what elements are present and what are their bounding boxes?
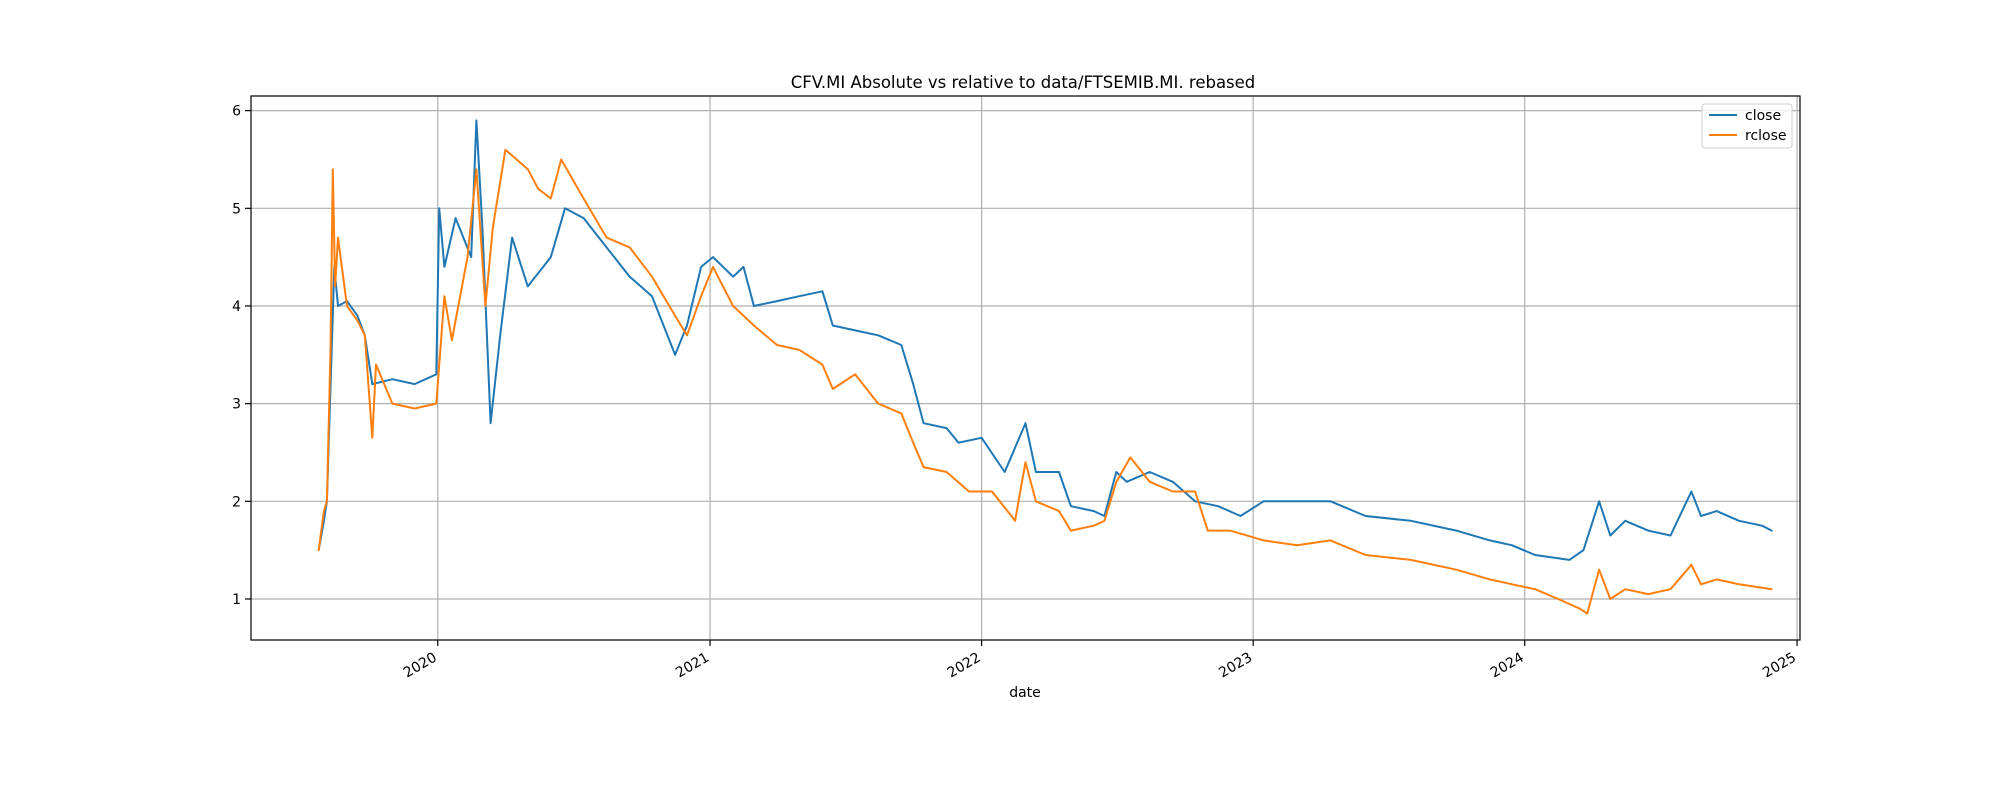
y-tick-label: 4 (232, 299, 241, 315)
y-tick-label: 6 (232, 104, 241, 120)
x-tick-label: 2020 (401, 650, 440, 682)
series-layer (317, 119, 1773, 615)
x-axis: 2020 2021 2022 2023 2024 2025 (401, 640, 1799, 681)
x-tick-label: 2024 (1488, 650, 1527, 682)
legend-label-rclose: rclose (1745, 128, 1787, 144)
plot-frame (250, 95, 1801, 641)
x-tick-label: 2023 (1216, 650, 1255, 682)
y-tick-label: 5 (232, 201, 241, 217)
x-tick-label: 2022 (945, 650, 984, 682)
chart-title: CFV.MI Absolute vs relative to data/FTSE… (791, 73, 1256, 92)
x-tick-label: 2021 (673, 650, 712, 682)
y-tick-label: 3 (232, 397, 241, 413)
grid (251, 96, 1800, 640)
legend: close rclose (1701, 103, 1793, 149)
y-axis: 1 2 3 4 5 6 (232, 104, 251, 608)
legend-label-close: close (1745, 108, 1781, 124)
y-tick-label: 2 (232, 494, 241, 510)
x-tick-label: 2025 (1760, 650, 1799, 682)
y-tick-label: 1 (232, 592, 241, 608)
x-axis-title: date (1009, 685, 1041, 701)
series-line-close (317, 119, 1773, 561)
series-line-rclose (317, 148, 1773, 615)
